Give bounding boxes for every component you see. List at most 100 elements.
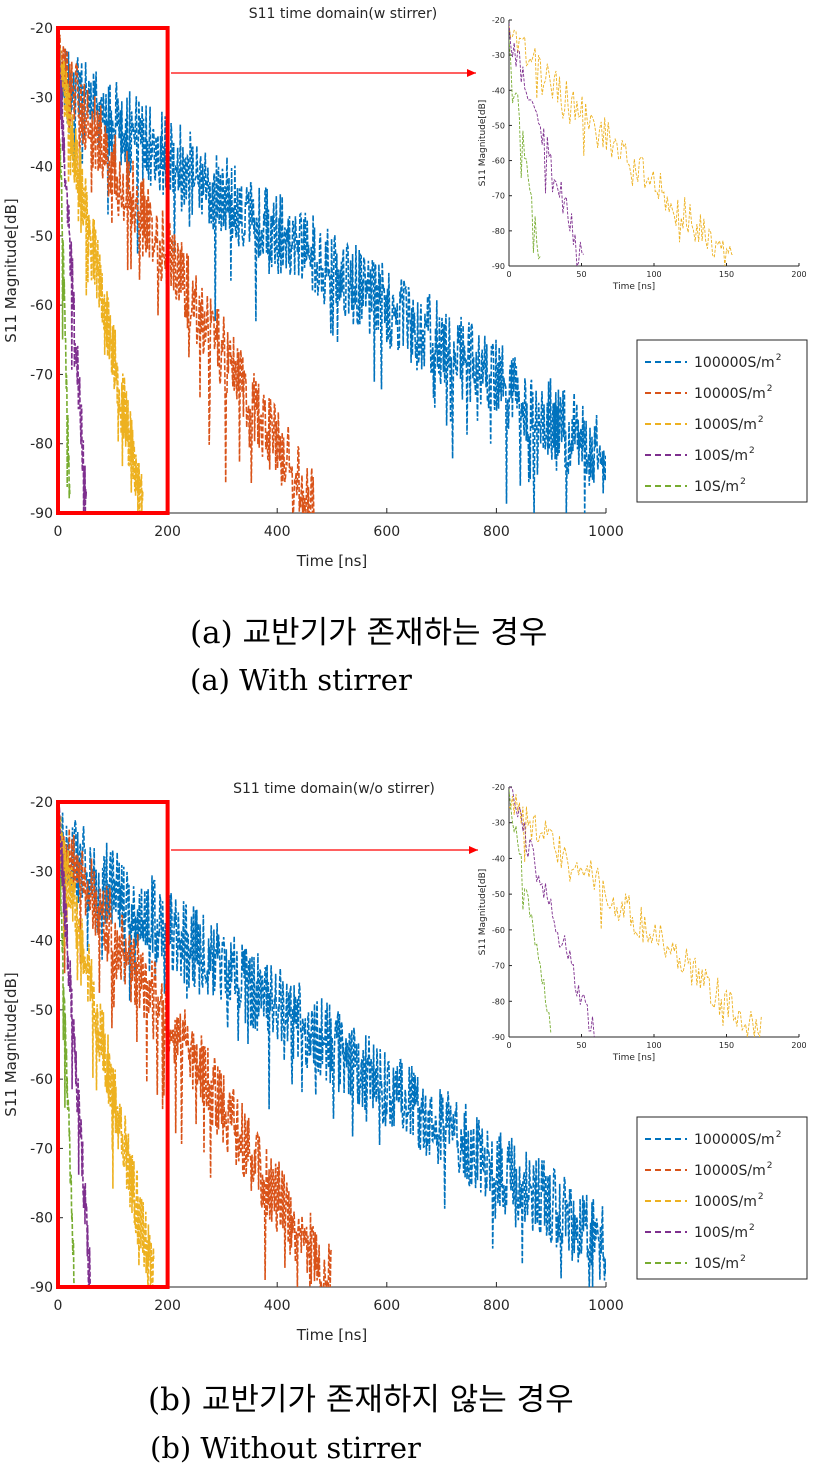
series-line-1 bbox=[58, 33, 316, 513]
legend-label-2: 1000S/m bbox=[694, 1194, 757, 1210]
inset-y-tick-label: -20 bbox=[492, 783, 505, 792]
legend-label-1: 10000S/m bbox=[694, 386, 766, 402]
x-tick-label: 400 bbox=[264, 524, 291, 540]
x-tick-label: 200 bbox=[154, 524, 181, 540]
legend-box bbox=[636, 339, 808, 503]
series-line-0 bbox=[58, 812, 606, 1287]
x-tick-label: 200 bbox=[154, 1298, 181, 1314]
y-tick-label: -30 bbox=[30, 864, 53, 880]
x-tick-label: 800 bbox=[483, 524, 510, 540]
inset-y-tick-label: -70 bbox=[492, 192, 505, 201]
x-tick-label: 400 bbox=[264, 1298, 291, 1314]
zoom-arrow-head bbox=[467, 69, 476, 77]
legend-label-3: 100S/m bbox=[694, 448, 748, 464]
zoom-highlight-box bbox=[56, 26, 170, 515]
y-tick-label: -40 bbox=[30, 934, 53, 950]
x-tick-label: 0 bbox=[54, 1298, 63, 1314]
caption-b-english: (b) Without stirrer bbox=[150, 1431, 421, 1465]
main-plot-area bbox=[58, 802, 606, 1287]
inset-y-tick-label: -30 bbox=[492, 819, 505, 828]
y-tick-label: -90 bbox=[30, 1280, 53, 1296]
inset-y-tick-label: -90 bbox=[492, 262, 505, 271]
series-line-3 bbox=[58, 34, 88, 513]
inset-y-tick-label: -40 bbox=[492, 86, 505, 95]
legend-label-1: 10000S/m bbox=[694, 1163, 766, 1179]
series-line-2 bbox=[58, 39, 144, 513]
chart-title: S11 time domain(w/o stirrer) bbox=[233, 781, 435, 797]
figure-b: S11 time domain(w/o stirrer) -20 -30 -40 -50… bbox=[2, 781, 808, 1344]
legend-superscript: 2 bbox=[776, 1130, 782, 1140]
inset-series-line-4 bbox=[509, 789, 552, 1033]
legend-superscript: 2 bbox=[767, 384, 773, 394]
legend-superscript: 2 bbox=[767, 1161, 773, 1171]
caption-b-korean: (b) 교반기가 존재하지 않는 경우 bbox=[148, 1382, 574, 1418]
y-tick-label: -70 bbox=[30, 367, 53, 383]
x-tick-label: 1000 bbox=[588, 1298, 624, 1314]
inset-x-axis-label: Time [ns] bbox=[612, 282, 655, 292]
inset-y-tick-label: -20 bbox=[492, 16, 505, 25]
legend-superscript: 2 bbox=[758, 1192, 764, 1202]
legend-label-3: 100S/m bbox=[694, 1225, 748, 1241]
legend-superscript: 2 bbox=[740, 1254, 746, 1264]
inset-background bbox=[509, 787, 799, 1037]
y-tick-label: -60 bbox=[30, 298, 53, 314]
x-tick-label: 600 bbox=[373, 524, 400, 540]
legend-box bbox=[636, 1116, 808, 1280]
inset-x-tick-label: 0 bbox=[506, 1041, 511, 1050]
y-tick-label: -80 bbox=[30, 1211, 53, 1227]
inset-y-axis-label: S11 Magnitude[dB] bbox=[478, 869, 488, 956]
inset-series-line-3 bbox=[509, 23, 584, 266]
legend-label-0: 100000S/m bbox=[694, 1132, 775, 1148]
inset-y-tick-label: -50 bbox=[492, 121, 505, 130]
x-axis-label: Time [ns] bbox=[296, 552, 368, 570]
inset-series-line-2 bbox=[509, 25, 734, 266]
legend-superscript: 2 bbox=[740, 477, 746, 487]
inset-x-tick-label: 50 bbox=[576, 1041, 586, 1050]
inset-x-tick-label: 200 bbox=[791, 270, 806, 279]
inset-background bbox=[509, 20, 799, 266]
inset-y-tick-label: -70 bbox=[492, 962, 505, 971]
series-line-3 bbox=[58, 802, 92, 1287]
legend-label-4: 10S/m bbox=[694, 1256, 739, 1272]
y-tick-label: -30 bbox=[30, 90, 53, 106]
series-line-1 bbox=[58, 814, 333, 1287]
y-tick-label: -90 bbox=[30, 506, 53, 522]
x-tick-label: 0 bbox=[54, 524, 63, 540]
series-line-0 bbox=[58, 48, 606, 513]
inset-chart: -20 -30 -40 -50 -60 -70 -80 -900 50 100 150 200 Time… bbox=[478, 783, 807, 1063]
inset-x-tick-label: 100 bbox=[646, 270, 661, 279]
y-tick-label: -40 bbox=[30, 160, 53, 176]
y-axis-label: S11 Magnitude[dB] bbox=[2, 972, 20, 1116]
inset-series-line-3 bbox=[509, 787, 595, 1037]
inset-x-tick-label: 150 bbox=[719, 1041, 734, 1050]
x-tick-label: 600 bbox=[373, 1298, 400, 1314]
zoom-highlight-box bbox=[56, 800, 170, 1289]
x-axis-label: Time [ns] bbox=[296, 1326, 368, 1344]
y-tick-label: -20 bbox=[30, 795, 53, 811]
inset-x-tick-label: 0 bbox=[506, 270, 511, 279]
inset-series-line-2 bbox=[509, 794, 762, 1037]
caption-a-english: (a) With stirrer bbox=[190, 663, 412, 697]
inset-plot-area bbox=[509, 23, 734, 266]
legend-superscript: 2 bbox=[749, 1223, 755, 1233]
legend-label-0: 100000S/m bbox=[694, 355, 775, 371]
inset-y-tick-label: -90 bbox=[492, 1033, 505, 1042]
y-tick-label: -20 bbox=[30, 21, 53, 37]
inset-series-line-4 bbox=[509, 39, 541, 260]
legend-label-4: 10S/m bbox=[694, 479, 739, 495]
x-tick-label: 1000 bbox=[588, 524, 624, 540]
inset-y-tick-label: -40 bbox=[492, 854, 505, 863]
y-tick-label: -60 bbox=[30, 1072, 53, 1088]
inset-x-tick-label: 200 bbox=[791, 1041, 806, 1050]
zoom-arrow-head bbox=[469, 846, 478, 854]
inset-chart: -20 -30 -40 -50 -60 -70 -80 -900 50 100 150 200 Time… bbox=[478, 16, 807, 292]
legend-label-2: 1000S/m bbox=[694, 417, 757, 433]
inset-y-tick-label: -80 bbox=[492, 227, 505, 236]
y-tick-label: -70 bbox=[30, 1141, 53, 1157]
caption-a-korean: (a) 교반기가 존재하는 경우 bbox=[190, 615, 547, 651]
inset-y-tick-label: -60 bbox=[492, 926, 505, 935]
